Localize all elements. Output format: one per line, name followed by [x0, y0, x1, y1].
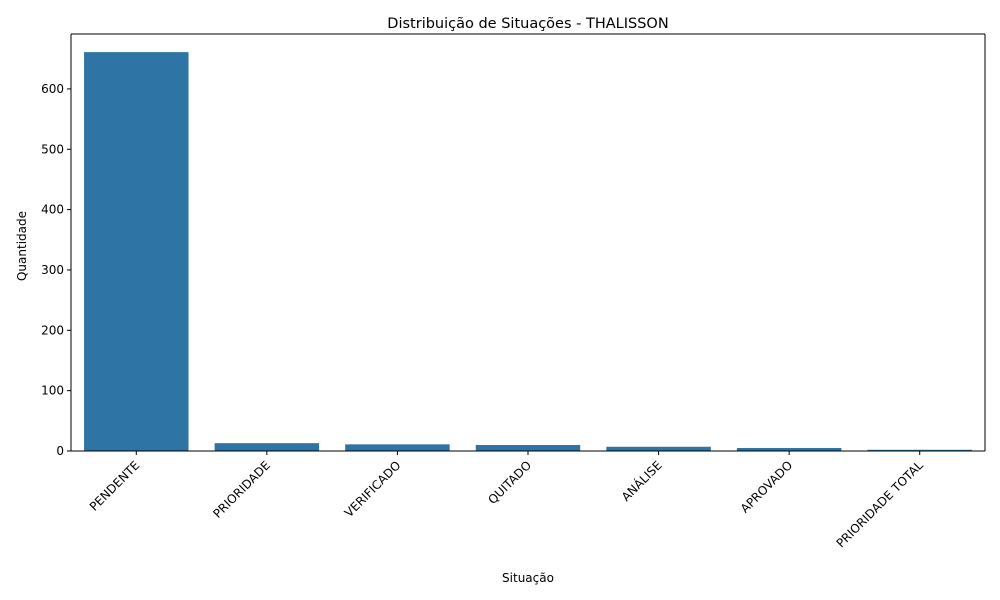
bar-análise	[606, 446, 711, 451]
y-tick-label: 200	[41, 323, 64, 337]
x-tick-label: PRIORIDADE	[210, 458, 273, 521]
x-tick-label: VERIFICADO	[342, 458, 404, 520]
bar-pendente	[84, 52, 189, 452]
y-tick-label: 500	[41, 142, 64, 156]
x-tick-label: PENDENTE	[87, 458, 143, 514]
bar-prioridade	[214, 443, 320, 451]
chart-title: Distribuição de Situações - THALISSON	[387, 16, 668, 32]
bar-verificado	[345, 444, 450, 451]
x-tick-label: ANÁLISE	[618, 458, 665, 505]
bar-prioridade-total	[867, 449, 972, 451]
bar-aprovado	[736, 447, 842, 451]
x-tick-label: PRIORIDADE TOTAL	[834, 458, 926, 550]
bars-layer	[84, 52, 972, 452]
y-tick-label: 0	[56, 444, 64, 458]
y-tick-label: 300	[41, 263, 64, 277]
x-tick-label: APROVADO	[738, 458, 796, 516]
y-tick-label: 600	[41, 82, 64, 96]
bar-quitado	[475, 444, 581, 451]
y-tick-label: 100	[41, 384, 64, 398]
y-tick-label: 400	[41, 203, 64, 217]
y-axis-label: Quantidade	[15, 211, 29, 281]
x-tick-label: QUITADO	[485, 458, 534, 507]
axes-layer	[70, 33, 986, 452]
x-axis-label: Situação	[502, 571, 554, 585]
